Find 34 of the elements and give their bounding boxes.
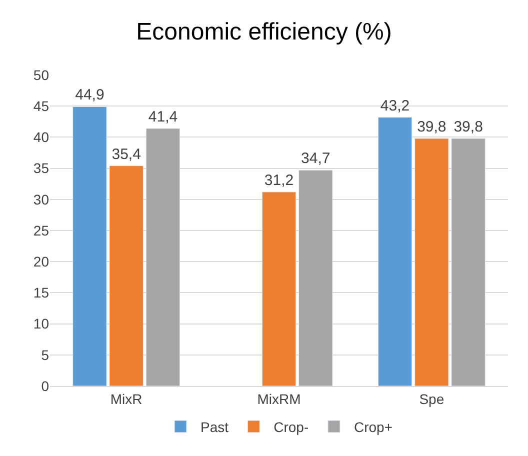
data-label: 31,2 — [264, 172, 294, 189]
x-tick-label: MixRM — [257, 390, 301, 407]
y-tick-label: 0 — [41, 378, 50, 394]
y-tick-label: 25 — [33, 222, 50, 238]
bar — [451, 138, 486, 386]
y-tick-label: 10 — [33, 316, 50, 332]
y-tick-label: 35 — [33, 160, 50, 176]
legend-label: Crop- — [274, 418, 309, 435]
data-label: 39,8 — [454, 118, 483, 136]
bar — [146, 128, 180, 386]
data-label: 44,9 — [75, 86, 104, 104]
y-tick-label: 50 — [33, 66, 50, 83]
bar — [109, 166, 144, 386]
legend-label: Crop+ — [354, 418, 392, 435]
y-tick-label: 40 — [33, 129, 50, 146]
data-label: 39,8 — [417, 118, 446, 136]
y-tick-label: 45 — [33, 98, 50, 114]
bar — [414, 138, 449, 386]
y-tick-label: 20 — [33, 254, 50, 270]
data-label: 43,2 — [380, 97, 410, 114]
bar — [378, 117, 412, 386]
y-tick-label: 5 — [41, 346, 50, 363]
bar — [72, 106, 107, 386]
x-tick-label: Spe — [419, 390, 444, 407]
chart-title: Economic efficiency (%) — [136, 18, 392, 46]
bar — [262, 192, 296, 386]
y-tick-label: 30 — [33, 191, 50, 208]
data-label: 34,7 — [301, 150, 330, 168]
y-tick-label: 15 — [33, 284, 50, 301]
x-tick-label: MixR — [110, 390, 142, 407]
data-label: 41,4 — [148, 108, 178, 126]
data-label: 35,4 — [112, 146, 141, 163]
legend-label: Past — [200, 418, 229, 435]
bar — [298, 170, 333, 386]
